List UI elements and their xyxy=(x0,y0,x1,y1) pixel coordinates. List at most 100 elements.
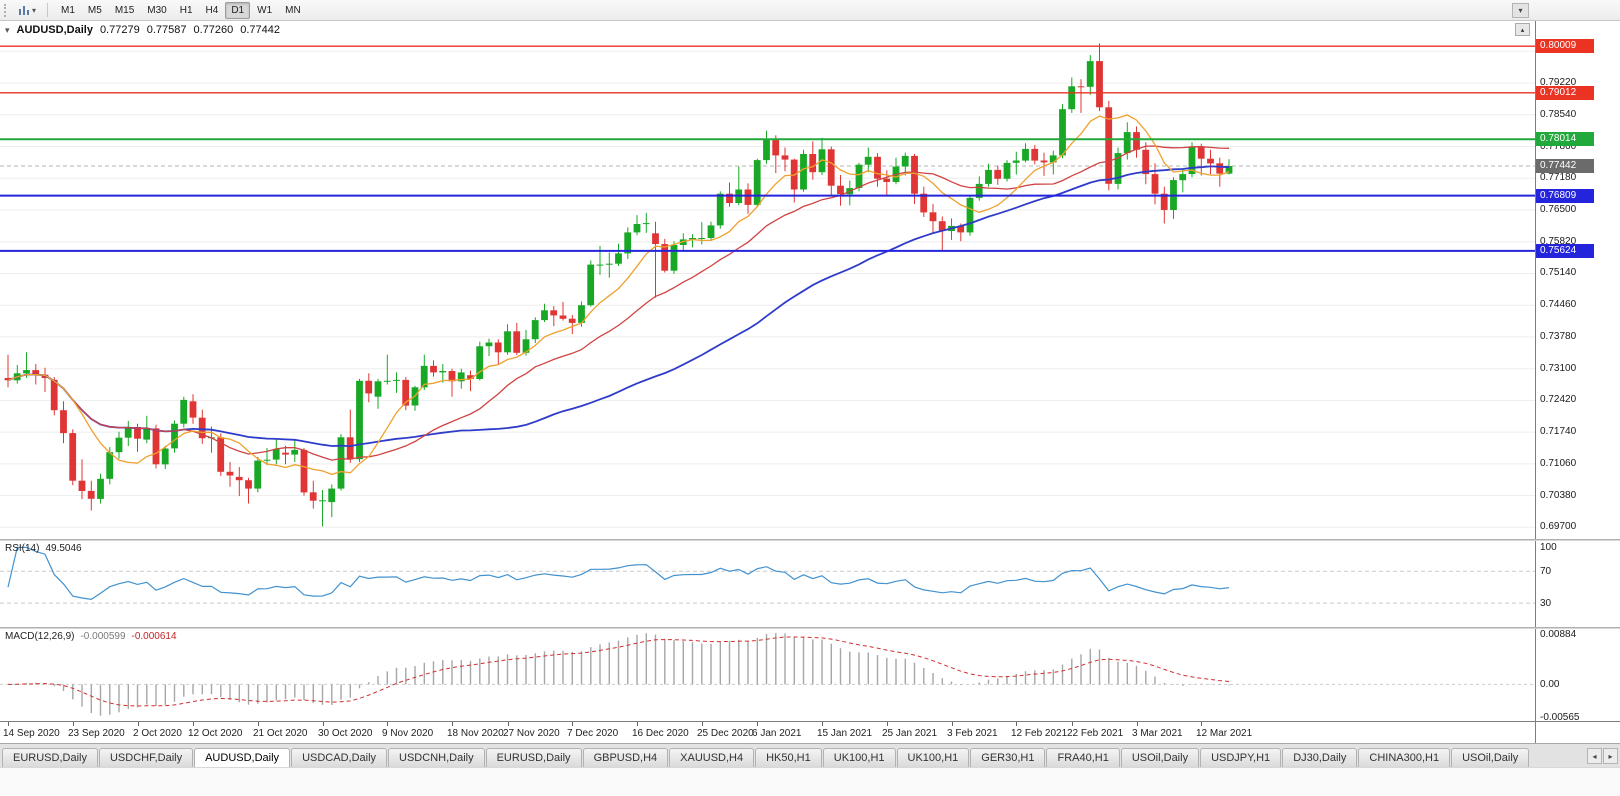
tab-scroll-right-button[interactable]: ▸ xyxy=(1603,748,1618,764)
rsi-label: RSI(14) 49.5046 xyxy=(5,543,82,554)
time-tick xyxy=(138,722,139,726)
time-tick xyxy=(1201,722,1202,726)
rsi-scale-label: 30 xyxy=(1540,598,1552,610)
rsi-scale-label: 100 xyxy=(1540,542,1557,554)
candlestick-chart-canvas[interactable] xyxy=(0,21,1535,539)
candles-layer xyxy=(4,43,1233,527)
timeframe-h4-button[interactable]: H4 xyxy=(200,2,225,19)
time-axis-label: 18 Nov 2020 xyxy=(447,728,504,739)
price-scale-label: 0.74460 xyxy=(1540,299,1577,311)
tab-scroll-left-button[interactable]: ◂ xyxy=(1587,748,1602,764)
chart-tab-hk50-h1[interactable]: HK50,H1 xyxy=(755,748,822,767)
chart-tab-ger30-h1[interactable]: GER30,H1 xyxy=(970,748,1046,767)
macd-scale-label: 0.00 xyxy=(1540,679,1560,691)
price-scale-label: 0.75140 xyxy=(1540,267,1577,279)
chart-tab-usoil-daily[interactable]: USOil,Daily xyxy=(1120,748,1200,767)
time-axis-label: 7 Dec 2020 xyxy=(567,728,619,739)
level-price-box: 0.78014 xyxy=(1536,132,1594,147)
time-axis-label: 23 Sep 2020 xyxy=(68,728,125,739)
rsi-row: RSI(14) 49.5046 100 70 30 xyxy=(0,541,1620,627)
time-axis-label: 22 Feb 2021 xyxy=(1067,728,1124,739)
time-axis-label: 27 Nov 2020 xyxy=(503,728,560,739)
macd-panel[interactable]: MACD(12,26,9) -0.000599 -0.000614 xyxy=(0,629,1535,721)
chart-tab-dj30-daily[interactable]: DJ30,Daily xyxy=(1282,748,1358,767)
chart-tab-usoil-daily[interactable]: USOil,Daily xyxy=(1451,748,1530,767)
time-tick xyxy=(572,722,573,726)
toolbar-overflow-button[interactable]: ▾ xyxy=(1512,2,1529,18)
rsi-panel[interactable]: RSI(14) 49.5046 xyxy=(0,541,1535,627)
price-scale-label: 0.73100 xyxy=(1540,362,1577,374)
chart-tab-uk100-h1[interactable]: UK100,H1 xyxy=(822,748,896,767)
chart-tab-audusd-daily[interactable]: AUDUSD,Daily xyxy=(194,748,291,767)
time-axis-label: 12 Oct 2020 xyxy=(188,728,243,739)
chart-tab-eurusd-daily[interactable]: EURUSD,Daily xyxy=(2,748,98,767)
level-price-box: 0.80009 xyxy=(1536,39,1594,54)
time-axis[interactable]: 14 Sep 2020 23 Sep 2020 2 Oct 2020 12 Oct 2… xyxy=(0,721,1535,743)
macd-canvas[interactable] xyxy=(0,629,1535,721)
chart-tab-usdchf-daily[interactable]: USDCHF,Daily xyxy=(98,748,194,767)
time-tick xyxy=(702,722,703,726)
chart-tab-usdjpy-h1[interactable]: USDJPY,H1 xyxy=(1200,748,1282,767)
time-axis-label: 25 Jan 2021 xyxy=(882,728,938,739)
time-tick xyxy=(822,722,823,726)
panel-splitter-rsi[interactable] xyxy=(0,539,1620,541)
new-chart-button[interactable]: ▾ xyxy=(14,3,40,18)
time-axis-label: 30 Oct 2020 xyxy=(318,728,373,739)
price-scale-label: 0.76500 xyxy=(1540,204,1577,215)
toolbar-grip[interactable] xyxy=(4,3,8,17)
symbol-dropdown-icon[interactable]: ▾ xyxy=(5,24,10,35)
rsi-canvas[interactable] xyxy=(0,541,1535,627)
toolbar-separator xyxy=(47,3,49,17)
chart-tab-uk100-h1[interactable]: UK100,H1 xyxy=(896,748,970,767)
time-tick xyxy=(8,722,9,726)
time-tick xyxy=(1016,722,1017,726)
status-bar xyxy=(0,767,1620,796)
chevron-down-icon: ▾ xyxy=(32,5,37,15)
time-axis-label: 15 Jan 2021 xyxy=(817,728,873,739)
chart-tab-usdcnh-daily[interactable]: USDCNH,Daily xyxy=(388,748,485,767)
chart-tab-fra40-h1[interactable]: FRA40,H1 xyxy=(1046,748,1120,767)
time-tick xyxy=(757,722,758,726)
tab-scroll-buttons: ◂ ▸ xyxy=(1587,748,1618,764)
price-scale[interactable]: 0.799000.792200.785400.778600.771800.765… xyxy=(1535,21,1620,539)
price-scale-label: 0.71740 xyxy=(1540,426,1577,438)
time-tick xyxy=(887,722,888,726)
timeframe-w1-button[interactable]: W1 xyxy=(251,2,278,19)
time-tick xyxy=(952,722,953,726)
scroll-to-end-button[interactable]: ▴ xyxy=(1515,23,1530,36)
time-axis-label: 3 Feb 2021 xyxy=(947,728,998,739)
chart-tabs-bar: EURUSD,Daily USDCHF,Daily AUDUSD,Daily USDC… xyxy=(0,743,1620,767)
chart-tab-gbpusd-h4[interactable]: GBPUSD,H4 xyxy=(582,748,669,767)
timeframe-mn-button[interactable]: MN xyxy=(279,2,307,19)
price-scale-label: 0.75820 xyxy=(1540,235,1577,247)
chart-tab-xauusd-h4[interactable]: XAUUSD,H4 xyxy=(669,748,755,767)
level-price-box: 0.76809 xyxy=(1536,188,1594,203)
chart-tab-china300-h1[interactable]: CHINA300,H1 xyxy=(1358,748,1451,767)
price-scale-label: 0.79220 xyxy=(1540,77,1577,89)
main-chart-area[interactable]: ▾ AUDUSD,Daily 0.77279 0.77587 0.77260 0… xyxy=(0,21,1535,539)
rsi-scale[interactable]: 100 70 30 xyxy=(1535,541,1620,627)
timeframe-m30-button[interactable]: M30 xyxy=(141,2,172,19)
timeframe-m15-button[interactable]: M15 xyxy=(109,2,140,19)
time-axis-label: 9 Nov 2020 xyxy=(382,728,434,739)
rsi-name: RSI(14) xyxy=(5,543,40,554)
timeframe-m1-button[interactable]: M1 xyxy=(55,2,81,19)
time-tick xyxy=(1072,722,1073,726)
time-tick xyxy=(323,722,324,726)
macd-histogram xyxy=(16,633,1230,716)
chart-tab-usdcad-daily[interactable]: USDCAD,Daily xyxy=(291,748,388,767)
time-axis-label: 3 Mar 2021 xyxy=(1132,728,1183,739)
level-price-box: 0.75624 xyxy=(1536,243,1594,258)
timeframe-m5-button[interactable]: M5 xyxy=(82,2,108,19)
rsi-line xyxy=(7,546,1230,601)
timeframe-d1-button[interactable]: D1 xyxy=(225,1,251,19)
chart-tab-eurusd-daily[interactable]: EURUSD,Daily xyxy=(485,748,582,767)
timeframe-h1-button[interactable]: H1 xyxy=(174,2,199,19)
time-axis-label: 16 Dec 2020 xyxy=(632,728,689,739)
panel-splitter-macd[interactable] xyxy=(0,627,1620,629)
macd-scale[interactable]: 0.00884 0.00 -0.00565 xyxy=(1535,629,1620,721)
time-tick xyxy=(452,722,453,726)
time-tick xyxy=(258,722,259,726)
rsi-scale-label: 70 xyxy=(1540,566,1552,578)
